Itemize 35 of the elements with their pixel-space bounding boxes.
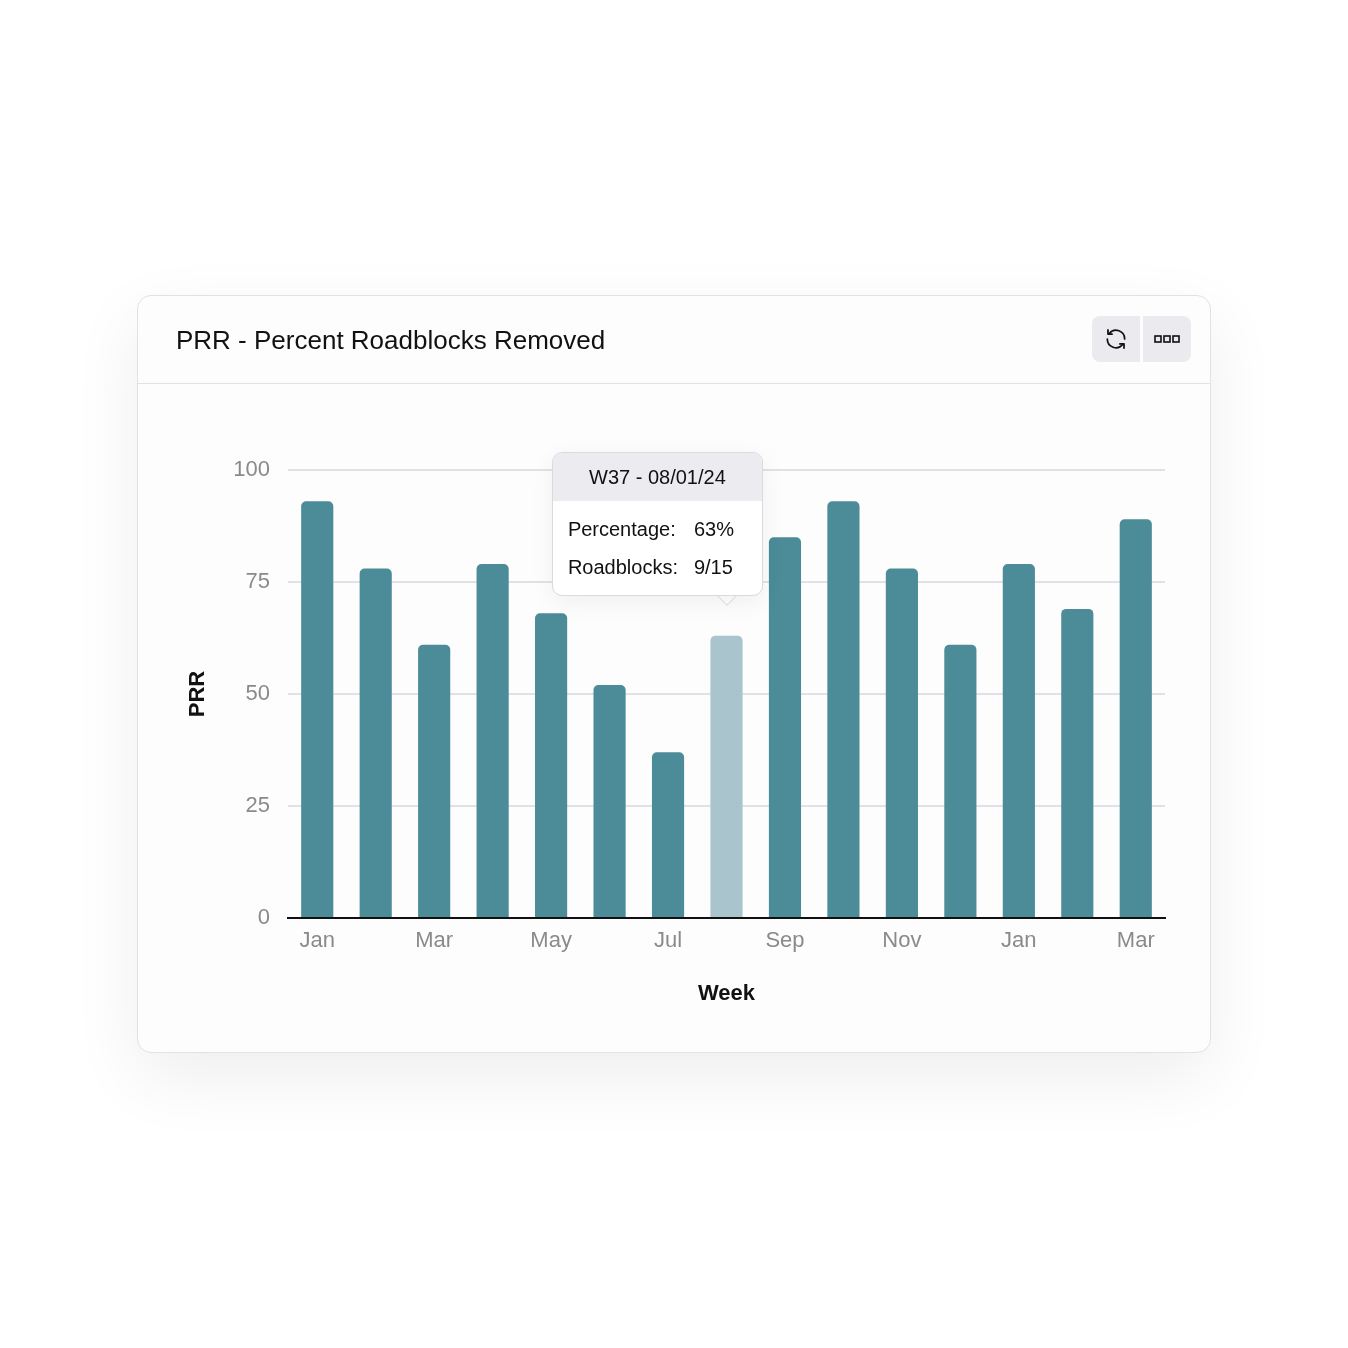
bar (359, 568, 392, 917)
x-axis-title: Week (697, 979, 756, 1005)
chart-title: PRR - Percent Roadblocks Removed (176, 324, 606, 356)
bar (1119, 519, 1152, 917)
bar (885, 568, 918, 917)
bar (418, 644, 451, 917)
bar (944, 644, 977, 917)
bar (593, 685, 626, 917)
bar (827, 501, 860, 917)
y-axis-title: PRR (184, 670, 210, 718)
y-tick-label: 50 (245, 680, 270, 706)
x-tick-label: Jul (653, 927, 683, 953)
annotation: W37 - 08/01/24 (589, 465, 726, 489)
x-tick-label: Jan (1001, 927, 1037, 953)
y-tick-label: 100 (233, 456, 270, 482)
tooltip: W37 - 08/01/24 Percentage: 63% Roadblocks: 9/15 (551, 452, 763, 604)
x-tick-label: Nov (882, 927, 922, 953)
bar (476, 564, 509, 917)
bar (1061, 608, 1094, 917)
y-tick-label: 75 (245, 568, 270, 594)
y-tick-label: 0 (257, 904, 270, 930)
bar (710, 635, 743, 917)
bar (768, 537, 802, 917)
x-tick-label: May (530, 927, 572, 953)
x-tick-label: Sep (765, 927, 805, 953)
bar (1002, 564, 1035, 917)
bar (535, 613, 568, 917)
y-tick-label: 25 (245, 792, 270, 818)
x-tick-label: Mar (415, 927, 454, 953)
bar (301, 501, 334, 917)
x-tick-label: Mar (1116, 927, 1155, 953)
bar (651, 752, 685, 917)
annotation: Percentage: 63% (567, 517, 734, 541)
x-tick-label: Jan (299, 927, 335, 953)
annotation: Roadblocks: 9/15 (567, 555, 734, 579)
